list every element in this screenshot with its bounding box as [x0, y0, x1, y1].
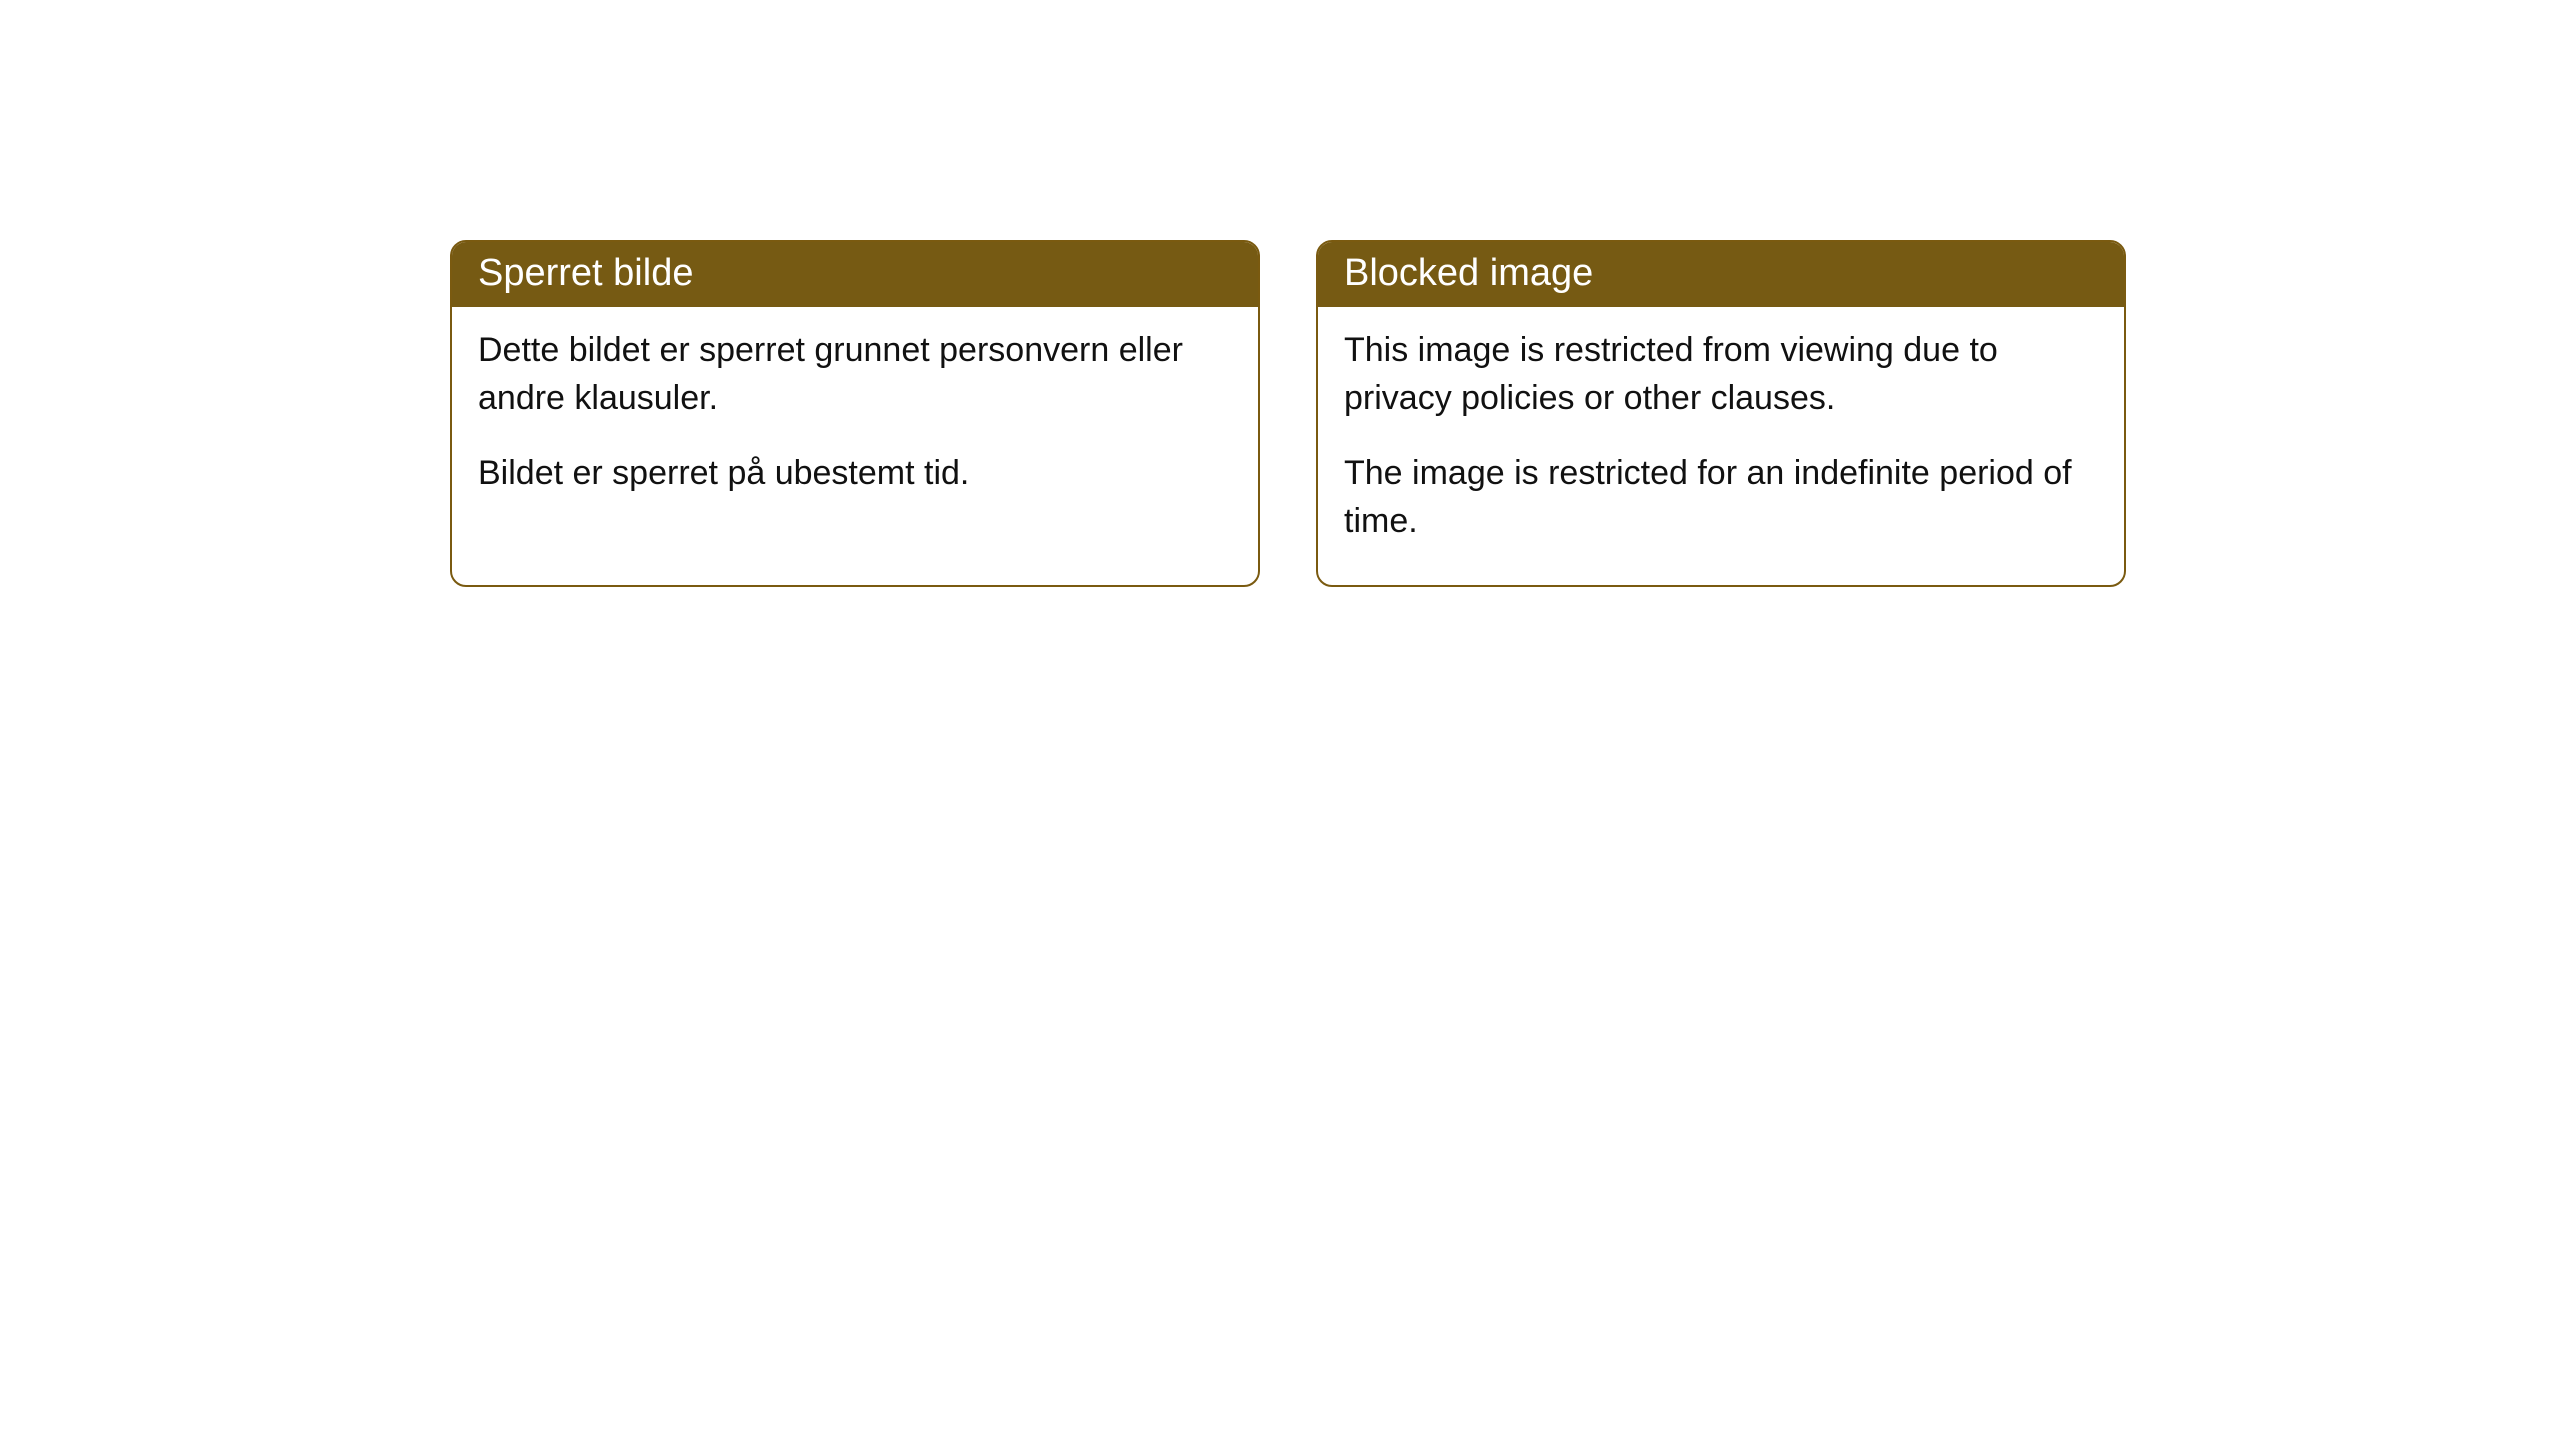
notice-card-norwegian: Sperret bilde Dette bildet er sperret gr…: [450, 240, 1260, 587]
notice-duration-text: The image is restricted for an indefinit…: [1344, 450, 2098, 545]
card-body: This image is restricted from viewing du…: [1318, 307, 2124, 585]
notice-duration-text: Bildet er sperret på ubestemt tid.: [478, 450, 1232, 498]
notice-reason-text: Dette bildet er sperret grunnet personve…: [478, 327, 1232, 422]
card-title: Sperret bilde: [452, 242, 1258, 307]
notice-card-english: Blocked image This image is restricted f…: [1316, 240, 2126, 587]
notice-reason-text: This image is restricted from viewing du…: [1344, 327, 2098, 422]
blocked-image-notices: Sperret bilde Dette bildet er sperret gr…: [450, 240, 2560, 587]
card-body: Dette bildet er sperret grunnet personve…: [452, 307, 1258, 538]
card-title: Blocked image: [1318, 242, 2124, 307]
